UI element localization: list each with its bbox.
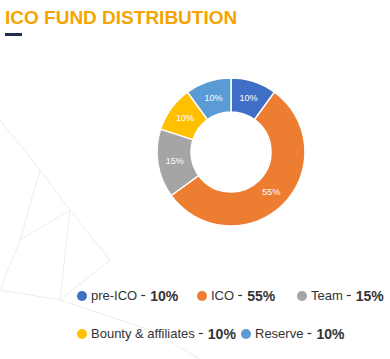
legend-value: 10% <box>150 288 179 304</box>
legend-separator <box>141 295 145 296</box>
legend-item: Bounty & affiliates 10% <box>77 326 236 342</box>
slices <box>157 78 305 226</box>
legend-label: Bounty & affiliates <box>91 326 195 341</box>
background-line <box>40 170 70 210</box>
background-line <box>70 210 110 260</box>
legend-swatch <box>77 329 87 339</box>
legend-value: 15% <box>356 288 385 304</box>
data-label: 55% <box>262 187 280 197</box>
legend-item: ICO 55% <box>197 288 276 304</box>
legend-label: Reserve <box>255 326 303 341</box>
data-label: 10% <box>240 93 258 103</box>
legend-label: ICO <box>211 288 234 303</box>
legend-item: Team 15% <box>297 288 384 304</box>
chart: ICO FUND DISTRIBUTION10%55%15%10%10%pre-… <box>0 0 390 359</box>
title-underline <box>5 33 22 36</box>
legend-label: pre-ICO <box>91 288 137 303</box>
legend-swatch <box>197 291 207 301</box>
data-label: 15% <box>166 156 184 166</box>
background-line <box>60 210 70 300</box>
legend: pre-ICO 10% ICO 55% Team 15% Bounty & affiliat… <box>77 288 384 342</box>
legend-separator <box>238 295 242 296</box>
data-label: 10% <box>176 113 194 123</box>
background-network <box>0 120 200 359</box>
title: ICO FUND DISTRIBUTION <box>5 7 237 28</box>
legend-value: 10% <box>208 326 237 342</box>
legend-swatch <box>297 291 307 301</box>
legend-item: Reserve 10% <box>241 326 345 342</box>
legend-separator <box>199 333 203 334</box>
legend-value: 10% <box>316 326 345 342</box>
legend-separator <box>347 295 351 296</box>
legend-item: pre-ICO 10% <box>77 288 179 304</box>
legend-swatch <box>241 329 251 339</box>
legend-label: Team <box>311 288 343 303</box>
legend-value: 55% <box>247 288 276 304</box>
data-labels: 10% 55% 15% 10% 10% <box>166 93 281 198</box>
background-line <box>0 120 40 170</box>
slice <box>188 78 231 120</box>
legend-swatch <box>77 291 87 301</box>
background-line <box>0 240 20 290</box>
legend-separator <box>307 333 311 334</box>
background-line <box>0 290 60 300</box>
data-label: 10% <box>204 93 222 103</box>
background-line <box>20 210 70 240</box>
